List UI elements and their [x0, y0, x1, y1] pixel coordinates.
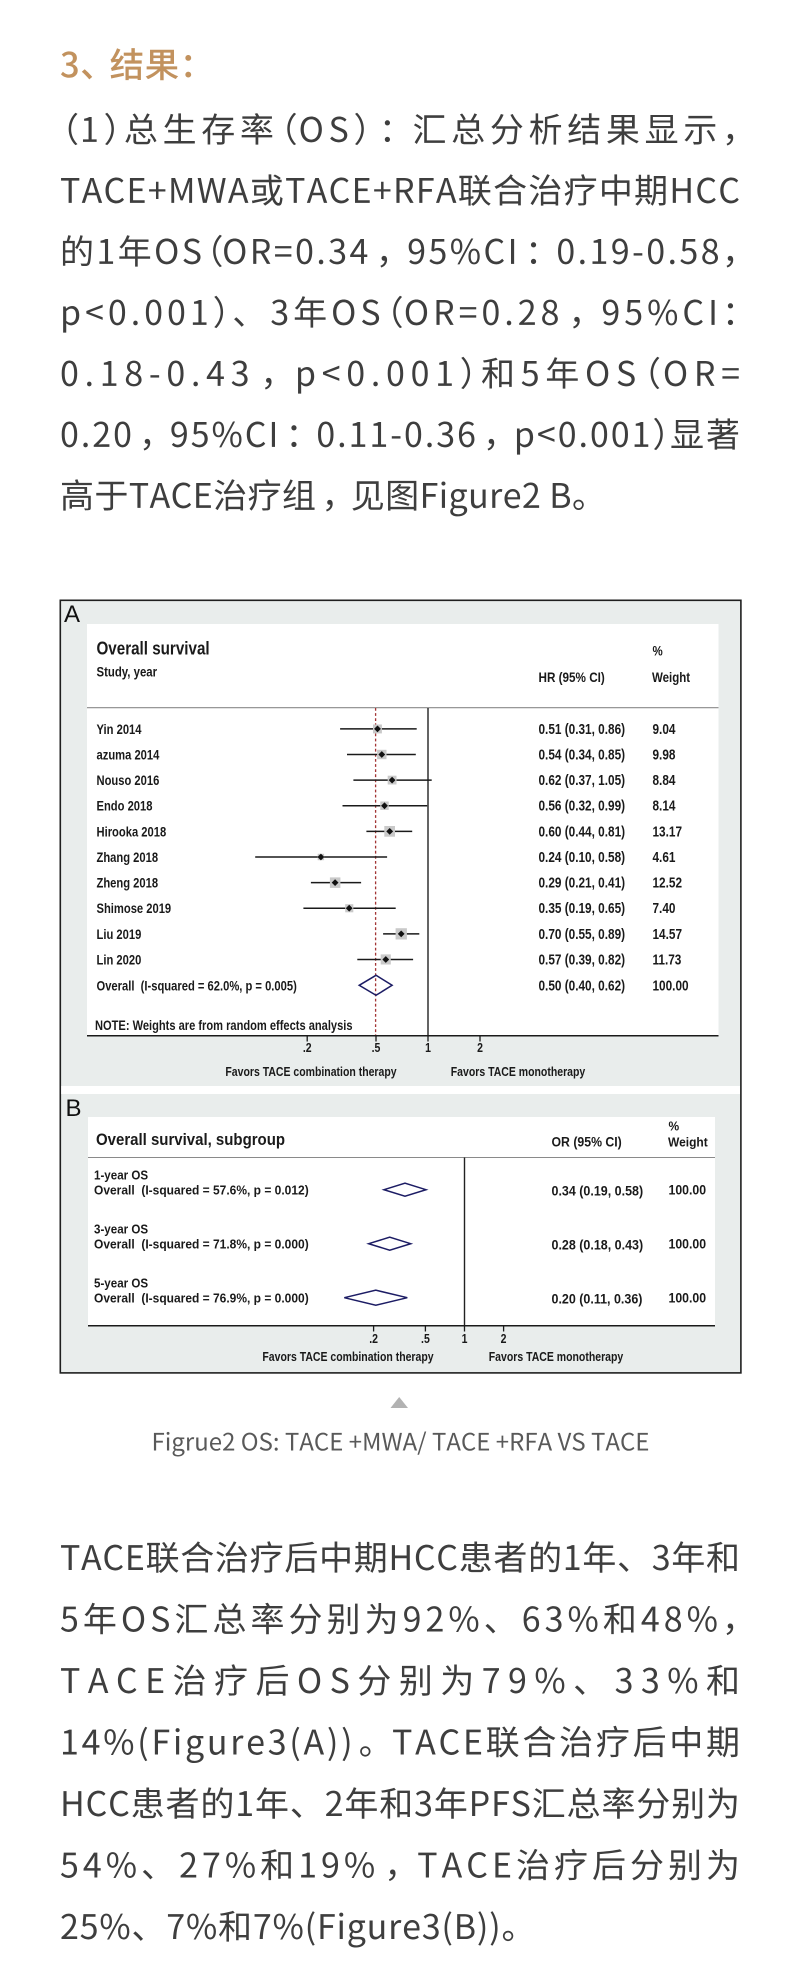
svg-text:4.61: 4.61: [653, 849, 676, 865]
svg-text:Endo 2018: Endo 2018: [97, 799, 153, 814]
svg-text:14.57: 14.57: [653, 926, 683, 942]
svg-text:B: B: [66, 1095, 82, 1122]
svg-text:1: 1: [462, 1332, 468, 1346]
svg-text:100.00: 100.00: [669, 1236, 707, 1252]
svg-text:Study, year: Study, year: [97, 663, 158, 679]
svg-text:Overall (I-squared = 71.8%, p: Overall (I-squared = 71.8%, p = 0.000): [94, 1237, 309, 1252]
svg-text:OR (95% CI): OR (95% CI): [552, 1134, 622, 1150]
svg-text:Zhang 2018: Zhang 2018: [97, 850, 159, 865]
svg-text:0.51 (0.31, 0.86): 0.51 (0.31, 0.86): [539, 721, 626, 737]
svg-text:.5: .5: [372, 1041, 381, 1055]
svg-text:9.98: 9.98: [653, 746, 676, 762]
svg-text:0.70 (0.55, 0.89): 0.70 (0.55, 0.89): [539, 926, 626, 942]
svg-text:Favors TACE monotherapy: Favors TACE monotherapy: [489, 1350, 624, 1364]
svg-text:13.17: 13.17: [653, 823, 683, 839]
svg-text:0.54 (0.34, 0.85): 0.54 (0.34, 0.85): [539, 746, 626, 762]
svg-text:7.40: 7.40: [653, 900, 676, 916]
svg-text:11.73: 11.73: [653, 951, 682, 967]
svg-text:1-year OS: 1-year OS: [94, 1168, 148, 1183]
svg-text:azuma 2014: azuma 2014: [97, 747, 160, 762]
svg-text:0.20 (0.11, 0.36): 0.20 (0.11, 0.36): [552, 1291, 643, 1307]
svg-text:Overall (I-squared = 62.0%, p: Overall (I-squared = 62.0%, p = 0.005): [97, 978, 297, 993]
svg-text:1: 1: [425, 1041, 431, 1055]
svg-text:0.28 (0.18, 0.43): 0.28 (0.18, 0.43): [552, 1237, 644, 1253]
svg-text:2: 2: [501, 1332, 507, 1346]
svg-text:Zheng 2018: Zheng 2018: [97, 875, 159, 890]
svg-text:Overall (I-squared = 57.6%, p: Overall (I-squared = 57.6%, p = 0.012): [94, 1183, 309, 1198]
svg-text:Hirooka 2018: Hirooka 2018: [97, 824, 167, 839]
svg-text:9.04: 9.04: [653, 721, 677, 737]
svg-text:100.00: 100.00: [669, 1182, 707, 1198]
svg-text:Favors TACE combination therap: Favors TACE combination therapy: [225, 1065, 397, 1079]
svg-text:8.84: 8.84: [653, 772, 677, 788]
svg-text:Weight: Weight: [668, 1135, 709, 1150]
svg-text:8.14: 8.14: [653, 798, 677, 814]
svg-text:5-year OS: 5-year OS: [94, 1276, 148, 1291]
svg-text:0.60 (0.44, 0.81): 0.60 (0.44, 0.81): [539, 823, 626, 839]
svg-text:3-year OS: 3-year OS: [94, 1222, 148, 1237]
svg-text:2: 2: [477, 1041, 483, 1055]
svg-text:Weight: Weight: [652, 669, 691, 685]
svg-text:Liu 2019: Liu 2019: [97, 927, 142, 942]
svg-text:0.62 (0.37, 1.05): 0.62 (0.37, 1.05): [539, 772, 626, 788]
svg-text:Favors TACE combination therap: Favors TACE combination therapy: [262, 1350, 434, 1364]
svg-text:0.24 (0.10, 0.58): 0.24 (0.10, 0.58): [539, 849, 626, 865]
svg-text:Nouso 2016: Nouso 2016: [97, 773, 160, 788]
svg-text:A: A: [64, 601, 80, 628]
svg-text:.2: .2: [369, 1332, 378, 1346]
svg-text:0.56 (0.32, 0.99): 0.56 (0.32, 0.99): [539, 798, 626, 814]
svg-text:.2: .2: [303, 1041, 312, 1055]
svg-text:Shimose 2019: Shimose 2019: [97, 901, 172, 916]
svg-text:0.35 (0.19, 0.65): 0.35 (0.19, 0.65): [539, 900, 626, 916]
svg-text:Lin 2020: Lin 2020: [97, 952, 142, 967]
svg-text:Favors TACE monotherapy: Favors TACE monotherapy: [451, 1065, 586, 1079]
svg-text:0.57 (0.39, 0.82): 0.57 (0.39, 0.82): [539, 951, 626, 967]
svg-text:Overall survival, subgroup: Overall survival, subgroup: [96, 1131, 285, 1149]
svg-text:Overall (I-squared = 76.9%, p: Overall (I-squared = 76.9%, p = 0.000): [94, 1291, 309, 1306]
svg-text:.5: .5: [421, 1332, 430, 1346]
svg-text:100.00: 100.00: [653, 977, 689, 993]
svg-text:NOTE: Weights are from random: NOTE: Weights are from random effects an…: [95, 1018, 353, 1033]
svg-text:12.52: 12.52: [653, 874, 683, 890]
svg-text:100.00: 100.00: [669, 1290, 707, 1306]
svg-text:Overall survival: Overall survival: [97, 638, 210, 659]
svg-text:0.50 (0.40, 0.62): 0.50 (0.40, 0.62): [539, 977, 626, 993]
svg-text:Yin 2014: Yin 2014: [97, 722, 142, 737]
svg-text:HR (95% CI): HR (95% CI): [539, 669, 605, 685]
svg-text:%: %: [653, 642, 664, 658]
svg-text:0.34 (0.19, 0.58): 0.34 (0.19, 0.58): [552, 1183, 644, 1199]
svg-text:0.29 (0.21, 0.41): 0.29 (0.21, 0.41): [539, 874, 626, 890]
svg-text:%: %: [669, 1119, 680, 1134]
